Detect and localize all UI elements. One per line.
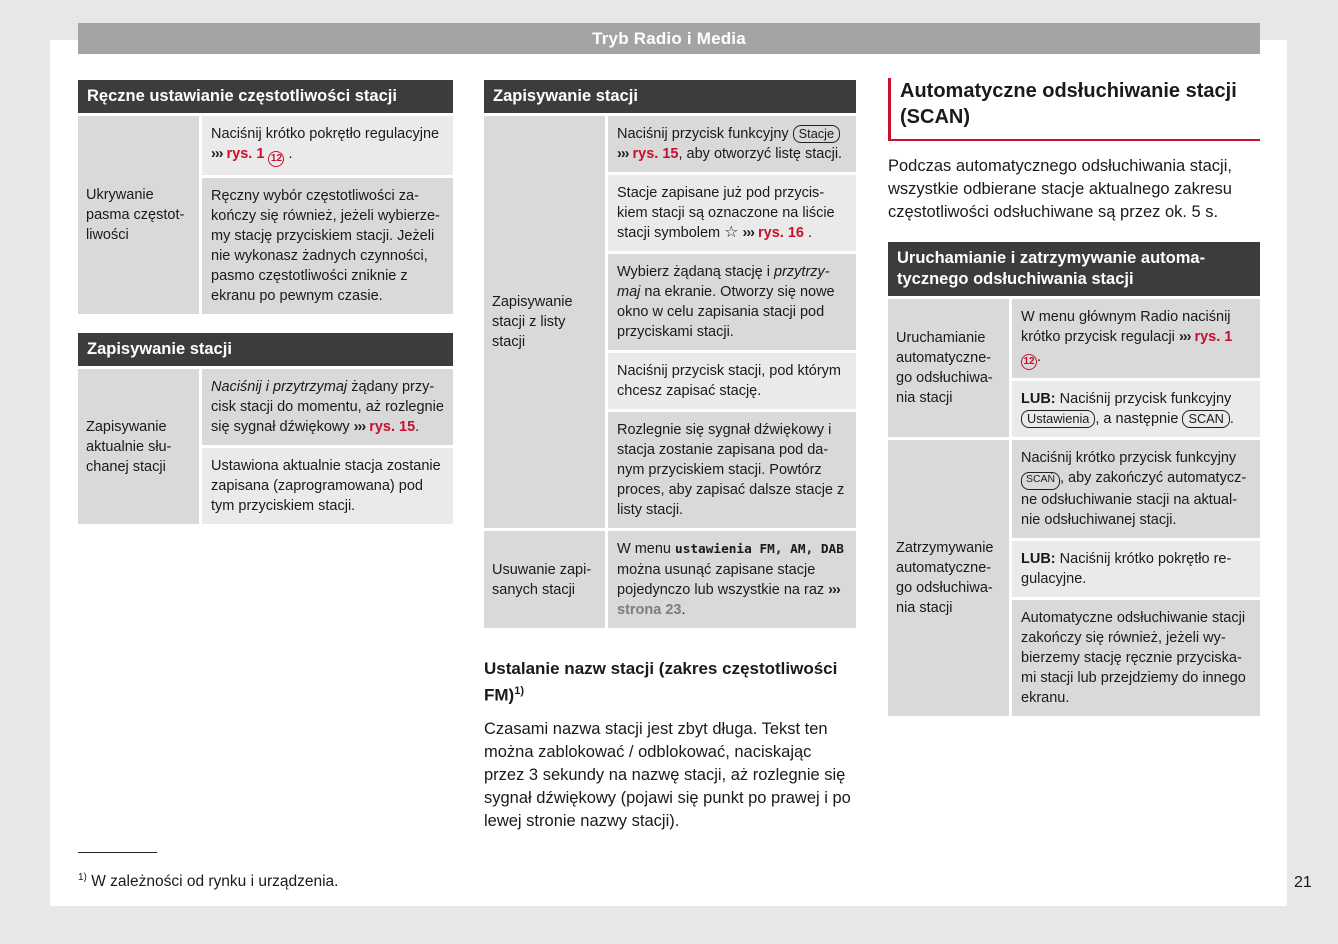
function-button-label: SCAŃ	[1021, 472, 1060, 490]
table-header: Zapisywanie stacji	[484, 80, 856, 113]
control-number-badge: 12	[268, 151, 285, 167]
figure-reference: rys. 15	[632, 146, 679, 162]
section-heading-station-names: Ustalanie nazw stacji (zakres częstotli­…	[484, 657, 856, 707]
table-row-group: Usuwanie zapi­sanych stacji W menu ustawi…	[484, 531, 856, 628]
figure-reference: rys. 15	[369, 419, 416, 435]
table-header: Zapisywanie stacji	[78, 333, 453, 366]
figure-reference: rys. 16	[758, 225, 804, 241]
table-cell: Naciśnij krótko przycisk funkcyjny SCAŃ,…	[1012, 440, 1260, 538]
cross-reference-arrow-icon: ›››	[353, 419, 366, 435]
column-left: Ręczne ustawianie częstotliwości stacji U…	[78, 80, 453, 524]
table-cell: LUB: Naciśnij przycisk funkcyjny Ustawie…	[1012, 381, 1260, 437]
cross-reference-arrow-icon: ›››	[617, 146, 629, 162]
chapter-title: Tryb Radio i Media	[592, 29, 746, 48]
paragraph-scan-intro: Podczas automatycznego odsłuchiwania sta…	[888, 157, 1232, 221]
section-heading-text: Ustalanie nazw stacji (zakres częstotli­…	[484, 659, 838, 705]
row-cells: W menu ustawienia FM, AM, DAB można usun…	[608, 531, 856, 628]
table-cell: Ręczny wybór częstotliwości za­kończy si…	[202, 178, 453, 314]
chapter-title-bar: Tryb Radio i Media	[78, 23, 1260, 54]
row-label: Zatrzymywanie automatyczne­go odsłuchiwa…	[888, 440, 1009, 716]
table-cell: Naciśnij przycisk funkcyjny Stacje ››› r…	[608, 116, 856, 172]
section-heading-scan: Automatyczne odsłuchiwanie sta­cji (SCAN…	[888, 78, 1260, 141]
page-number: 21	[1294, 874, 1312, 891]
row-cells: Naciśnij krótko pokrętło regulacyjne ›››…	[202, 116, 453, 314]
row-label: Usuwanie zapi­sanych stacji	[484, 531, 605, 628]
figure-reference: rys. 1	[1194, 329, 1233, 345]
menu-path-text: ustawienia FM, AM, DAB	[675, 542, 844, 557]
table-cell: Wybierz żądaną stację i przytrzy­maj na …	[608, 254, 856, 350]
table-saving-current-station: Zapisywanie stacji Zapisywanie aktualnie …	[78, 333, 453, 524]
paragraph-station-names: Czasami nazwa stacji jest zbyt długa. Te…	[484, 719, 851, 830]
row-label: Ukrywanie pasma częstot­liwości	[78, 116, 199, 314]
table-cell: Naciśnij i przytrzymaj żądany przy­cisk …	[202, 369, 453, 445]
row-label: Uruchamianie automatyczne­go odsłuchiwa­…	[888, 299, 1009, 437]
table-row-group: Zatrzymywanie automatyczne­go odsłuchiwa…	[888, 440, 1260, 716]
table-cell: Rozlegnie się sygnał dźwiękowy i stacja …	[608, 412, 856, 528]
table-cell: W menu ustawienia FM, AM, DAB można usun…	[608, 531, 856, 628]
column-right: Automatyczne odsłuchiwanie sta­cji (SCAN…	[888, 78, 1260, 716]
row-cells: Naciśnij przycisk funkcyjny Stacje ››› r…	[608, 116, 856, 528]
table-cell: Ustawiona aktualnie stacja zosta­nie zap…	[202, 448, 453, 524]
table-cell: Automatyczne odsłuchiwanie sta­cji zakoń…	[1012, 599, 1260, 716]
footnote-marker: 1)	[78, 872, 87, 883]
column-middle: Zapisywanie stacji Zapisywanie stacji z l…	[484, 80, 856, 833]
table-row-group: Ukrywanie pasma częstot­liwości Naciśnij …	[78, 116, 453, 314]
cross-reference-arrow-icon: ›››	[742, 225, 755, 241]
row-label: Zapisywanie stacji z listy stacji	[484, 116, 605, 528]
row-cells: W menu głównym Radio naciśnij krótko prz…	[1012, 299, 1260, 437]
control-number-badge: 12	[1021, 354, 1037, 370]
table-cell: Naciśnij przycisk stacji, pod którym chc…	[608, 353, 856, 409]
table-cell: Naciśnij krótko pokrętło regulacyjne ›››…	[202, 116, 453, 175]
cross-reference-arrow-icon: ›››	[828, 582, 840, 598]
table-cell: Stacje zapisane już pod przycis­kiem sta…	[608, 175, 856, 251]
footnote-reference-mark: 1)	[514, 685, 524, 697]
footnote: 1) W zależności od rynku i urządzenia.	[78, 868, 338, 892]
table-cell: LUB: Naciśnij krótko pokrętło re­gulacyj…	[1012, 540, 1260, 597]
row-cells: Naciśnij krótko przycisk funkcyjny SCAŃ,…	[1012, 440, 1260, 716]
footnote-divider	[78, 852, 157, 853]
page-reference: strona 23	[617, 602, 682, 618]
table-row-group: Zapisywanie aktualnie słu­chanej stacji N…	[78, 369, 453, 524]
star-icon: ☆	[724, 224, 739, 241]
table-header: Ręczne ustawianie częstotliwości stacji	[78, 80, 453, 113]
footnote-text: W zależności od rynku i urządzenia.	[86, 873, 339, 891]
figure-reference: rys. 1	[226, 146, 265, 162]
table-saving-from-station-list: Zapisywanie stacji Zapisywanie stacji z l…	[484, 80, 856, 628]
table-scan-start-stop: Uruchamianie i zatrzymywanie automa­tycz…	[888, 242, 1260, 716]
cross-reference-arrow-icon: ›››	[1178, 329, 1191, 345]
table-cell: W menu głównym Radio naciśnij krótko prz…	[1012, 299, 1260, 378]
table-row-group: Zapisywanie stacji z listy stacji Naciśni…	[484, 116, 856, 528]
table-row-group: Uruchamianie automatyczne­go odsłuchiwa­…	[888, 299, 1260, 437]
function-button-label: Stacje	[792, 125, 841, 144]
cross-reference-arrow-icon: ›››	[211, 146, 223, 162]
row-cells: Naciśnij i przytrzymaj żądany przy­cisk …	[202, 369, 453, 524]
function-button-label: Ustawienia	[1021, 410, 1096, 429]
table-manual-tuning: Ręczne ustawianie częstotliwości stacji U…	[78, 80, 453, 314]
table-header: Uruchamianie i zatrzymywanie automa­tycz…	[888, 242, 1260, 296]
function-button-label: SCAN	[1182, 410, 1230, 429]
row-label: Zapisywanie aktualnie słu­chanej stacji	[78, 369, 199, 524]
